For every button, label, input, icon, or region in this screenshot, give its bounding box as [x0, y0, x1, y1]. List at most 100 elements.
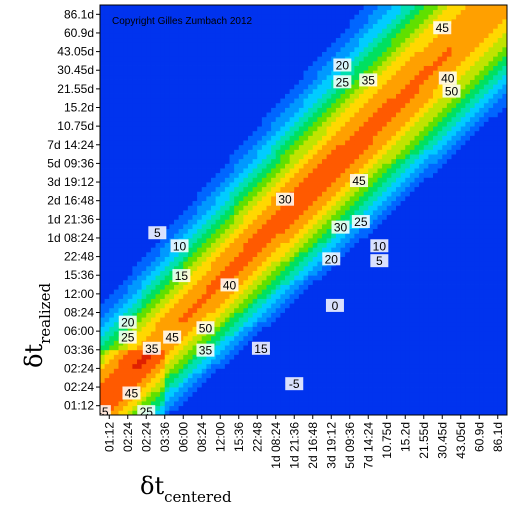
heatmap-cell	[127, 112, 133, 118]
heatmap-cell	[215, 112, 221, 118]
heatmap-cell	[104, 23, 110, 29]
heatmap-cell	[155, 112, 161, 118]
heatmap-cell	[345, 405, 351, 411]
heatmap-cell	[113, 396, 119, 402]
heatmap-cell	[211, 14, 217, 20]
heatmap-cell	[137, 154, 143, 160]
heatmap-cell	[298, 116, 304, 122]
heatmap-cell	[174, 368, 180, 374]
heatmap-cell	[127, 107, 133, 113]
heatmap-cell	[215, 321, 221, 327]
heatmap-cell	[234, 182, 240, 188]
heatmap-cell	[340, 391, 346, 397]
heatmap-cell	[220, 98, 226, 104]
heatmap-cell	[155, 121, 161, 127]
heatmap-cell	[298, 186, 304, 192]
heatmap-cell	[141, 233, 147, 239]
heatmap-cell	[169, 186, 175, 192]
heatmap-cell	[285, 163, 291, 169]
heatmap-cell	[215, 126, 221, 132]
heatmap-cell	[146, 5, 152, 11]
heatmap-cell	[266, 168, 272, 174]
heatmap-cell	[340, 401, 346, 407]
heatmap-cell	[266, 65, 272, 71]
heatmap-cell	[211, 377, 217, 383]
heatmap-cell	[349, 116, 355, 122]
heatmap-cell	[104, 340, 110, 346]
heatmap-cell	[271, 279, 277, 285]
heatmap-cell	[155, 60, 161, 66]
heatmap-cell	[238, 46, 244, 52]
heatmap-cell	[354, 88, 360, 94]
heatmap-cell	[331, 200, 337, 206]
heatmap-cell	[187, 368, 193, 374]
heatmap-cell	[215, 28, 221, 34]
heatmap-cell	[308, 410, 314, 415]
heatmap-cell	[224, 401, 230, 407]
heatmap-cell	[220, 196, 226, 202]
heatmap-cell	[224, 102, 230, 108]
heatmap-cell	[178, 261, 184, 267]
heatmap-cell	[252, 23, 258, 29]
heatmap-cell	[155, 84, 161, 90]
heatmap-cell	[113, 191, 119, 197]
heatmap-cell	[123, 112, 129, 118]
heatmap-cell	[187, 345, 193, 351]
heatmap-cell	[104, 270, 110, 276]
heatmap-cell	[238, 354, 244, 360]
heatmap-cell	[257, 214, 263, 220]
heatmap-cell	[266, 368, 272, 374]
heatmap-cell	[345, 401, 351, 407]
heatmap-cell	[206, 18, 212, 25]
heatmap-cell	[243, 401, 249, 407]
heatmap-cell	[308, 321, 314, 327]
heatmap-cell	[100, 289, 106, 295]
heatmap-cell	[266, 237, 272, 244]
heatmap-cell	[127, 186, 133, 192]
heatmap-cell	[178, 251, 184, 257]
heatmap-cell	[118, 149, 124, 155]
heatmap-cell	[155, 205, 161, 211]
heatmap-cell	[257, 228, 263, 234]
heatmap-cell	[169, 275, 175, 281]
heatmap-cell	[113, 401, 119, 407]
heatmap-cell	[312, 116, 318, 122]
heatmap-cell	[146, 401, 152, 407]
heatmap-cell	[271, 205, 277, 211]
heatmap-cell	[169, 219, 175, 225]
heatmap-cell	[303, 214, 309, 220]
heatmap-cell	[340, 172, 346, 178]
heatmap-cell	[118, 363, 124, 369]
heatmap-cell	[248, 23, 254, 29]
heatmap-cell	[169, 88, 175, 94]
heatmap-cell	[183, 261, 189, 267]
heatmap-cell	[141, 9, 147, 15]
heatmap-cell	[169, 32, 175, 39]
heatmap-cell	[289, 223, 295, 230]
heatmap-cell	[340, 349, 346, 355]
heatmap-cell	[100, 144, 106, 150]
heatmap-cell	[285, 210, 291, 216]
heatmap-cell	[340, 46, 346, 52]
heatmap-cell	[294, 349, 300, 355]
heatmap-cell	[109, 410, 115, 415]
heatmap-cell	[211, 18, 217, 25]
heatmap-cell	[183, 130, 189, 136]
heatmap-cell	[322, 219, 328, 225]
heatmap-cell	[109, 247, 115, 253]
heatmap-cell	[234, 177, 240, 183]
heatmap-cell	[317, 42, 323, 48]
heatmap-cell	[155, 410, 161, 415]
heatmap-cell	[109, 377, 115, 383]
heatmap-cell	[118, 373, 124, 379]
heatmap-cell	[340, 382, 346, 388]
heatmap-cell	[229, 144, 235, 150]
heatmap-cell	[169, 233, 175, 239]
heatmap-cell	[220, 326, 226, 332]
heatmap-cell	[294, 14, 300, 20]
heatmap-cell	[178, 98, 184, 104]
heatmap-cell	[100, 275, 106, 281]
heatmap-cell	[257, 135, 263, 141]
heatmap-cell	[211, 186, 217, 192]
heatmap-cell	[312, 158, 318, 164]
